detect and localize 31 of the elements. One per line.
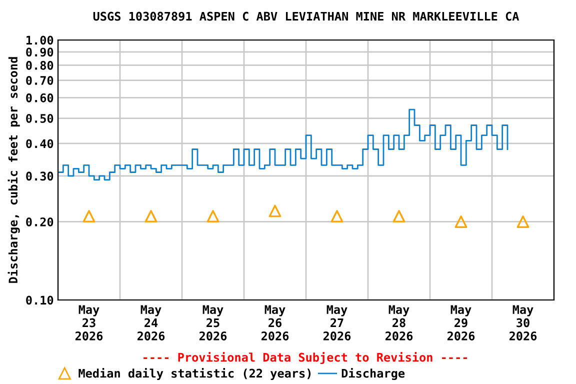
y-tick-label: 0.30: [26, 172, 54, 181]
point: [206, 210, 220, 222]
y-tick-label: 0.70: [26, 76, 54, 85]
y-tick-label: 0.10: [26, 296, 54, 305]
x-tick-label: May 27 2026: [323, 305, 351, 340]
x-tick-label: May 24 2026: [137, 305, 165, 340]
chart-title: USGS 103087891 ASPEN C ABV LEVIATHAN MINE NR MARKLEEVILLE CA: [93, 12, 520, 21]
x-tick-label: May 26 2026: [261, 305, 289, 340]
y-tick-label: 0.90: [26, 48, 54, 57]
x-tick-label: May 29 2026: [447, 305, 475, 340]
y-tick-label: 0.20: [26, 217, 54, 226]
point: [268, 204, 282, 218]
point: [392, 210, 406, 222]
point: [144, 210, 158, 222]
y-tick-label: 0.60: [26, 93, 54, 102]
text: ---- Provisional Data Subject to Revision ----: [144, 352, 468, 364]
x-tick-label: May 30 2026: [509, 305, 537, 340]
point: [516, 216, 530, 228]
x-tick-label: May 28 2026: [385, 305, 413, 340]
y-tick-label: 0.50: [26, 114, 54, 123]
point: [82, 210, 96, 222]
point: [454, 216, 468, 228]
point: [330, 210, 344, 222]
x-tick-label: May 25 2026: [199, 305, 227, 340]
y-tick-label: 0.40: [26, 139, 54, 148]
y-axis-title: Discharge, cubic feet per second: [8, 57, 20, 283]
y-tick-label: 0.80: [26, 60, 54, 70]
y-tick-label: 1.00: [26, 36, 54, 45]
x-tick-label: May 23 2026: [75, 305, 103, 340]
legend-label: Median daily statistic (22 years): [78, 368, 311, 380]
legend-label: Discharge: [342, 368, 405, 380]
